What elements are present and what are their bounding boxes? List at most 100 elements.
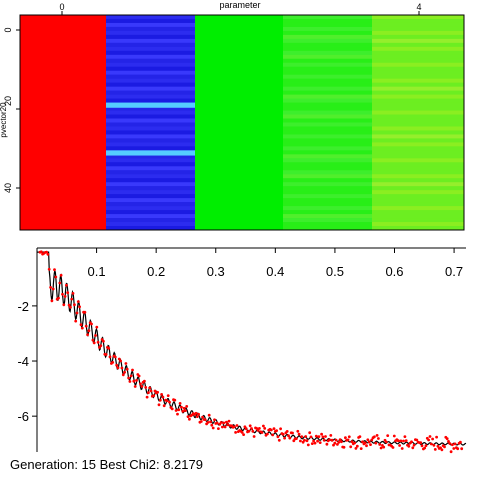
heatmap-band [372, 90, 464, 95]
data-point [374, 441, 378, 445]
heatmap-band [283, 186, 372, 191]
data-point [428, 435, 432, 438]
data-point [252, 435, 256, 438]
data-point [369, 443, 372, 446]
heatmap-band [106, 162, 195, 167]
data-point [283, 436, 286, 440]
heatmap-band [106, 134, 195, 139]
data-point [75, 311, 79, 315]
data-point [173, 398, 177, 402]
data-point [296, 429, 300, 433]
heatmap-band [372, 30, 464, 35]
heatmap-band [283, 46, 372, 51]
data-point [132, 379, 136, 383]
heatmap-band [372, 154, 464, 159]
heatmap-band [372, 166, 464, 171]
heatmap-band [283, 170, 372, 175]
status-line: Generation: 15 Best Chi2: 8.2179 [10, 457, 203, 472]
heatmap-band [283, 38, 372, 43]
data-point [185, 405, 189, 408]
data-point [145, 395, 149, 399]
heatmap-band [283, 98, 372, 103]
heatmap-band [372, 170, 464, 175]
data-point [162, 404, 166, 408]
heatmap-band [106, 106, 195, 111]
heatmap-band [372, 222, 464, 227]
heatmap-band [106, 146, 195, 151]
data-point [71, 292, 75, 295]
heatmap-band [372, 70, 464, 75]
data-point [276, 435, 280, 439]
data-point [342, 445, 346, 449]
data-point [439, 446, 442, 450]
data-point [313, 441, 317, 445]
data-point [247, 429, 251, 433]
data-point [317, 435, 321, 438]
heatmap-band [106, 206, 195, 211]
heatmap-band [106, 26, 195, 31]
fit-curve [37, 251, 467, 446]
heatmap-band [283, 66, 372, 71]
data-point [96, 340, 100, 344]
data-point [295, 437, 298, 440]
heatmap-highlight-stripe [106, 150, 195, 156]
data-point [398, 444, 401, 447]
y-tick-label: -4 [17, 354, 29, 369]
heatmap-band [283, 138, 372, 143]
data-point [386, 434, 390, 437]
data-point [459, 440, 462, 444]
heatmap-band [372, 190, 464, 195]
data-point [51, 287, 55, 291]
heatmap-band [283, 190, 372, 195]
heatmap-band [283, 154, 372, 159]
heatmap-band [372, 150, 464, 155]
data-point [188, 417, 191, 421]
data-point [108, 355, 112, 359]
data-point [181, 409, 185, 413]
heatmap-band [283, 42, 372, 47]
data-point [66, 291, 70, 295]
heatmap-band [106, 130, 195, 135]
heatmap-band [372, 214, 464, 219]
data-point [263, 427, 267, 430]
heatmap-band [283, 226, 372, 230]
data-point [137, 374, 141, 378]
data-point [123, 370, 126, 374]
heatmap-band [106, 15, 195, 19]
data-point [440, 448, 444, 452]
data-point [382, 445, 386, 449]
heatmap-band [372, 15, 464, 19]
heatmap-band [372, 210, 464, 215]
heatmap-band [283, 134, 372, 139]
data-point [201, 415, 205, 419]
heatmap-band [372, 126, 464, 131]
data-point [84, 324, 88, 328]
heatmap-band [106, 202, 195, 207]
data-point [449, 450, 453, 454]
data-point [410, 440, 413, 444]
data-point [47, 267, 51, 271]
heatmap-band [372, 22, 464, 27]
data-point [94, 334, 97, 337]
data-point [400, 447, 404, 450]
heatmap-band [283, 110, 372, 115]
data-point [86, 333, 89, 337]
heatmap-band [283, 218, 372, 223]
data-point [57, 296, 60, 300]
heatmap-band [283, 146, 372, 151]
data-point [144, 386, 148, 389]
heatmap-band [283, 158, 372, 163]
data-point [363, 441, 367, 445]
heatmap-band [106, 170, 195, 175]
y-tick-label: -6 [17, 409, 29, 424]
heatmap-band [283, 90, 372, 95]
data-point [240, 431, 244, 434]
data-point [219, 421, 223, 424]
heatmap-band [106, 54, 195, 59]
heatmap-band [106, 78, 195, 83]
data-point [250, 427, 253, 430]
data-point [161, 395, 165, 399]
data-point [378, 443, 382, 446]
heatmap-band [283, 214, 372, 219]
data-point [419, 441, 423, 444]
